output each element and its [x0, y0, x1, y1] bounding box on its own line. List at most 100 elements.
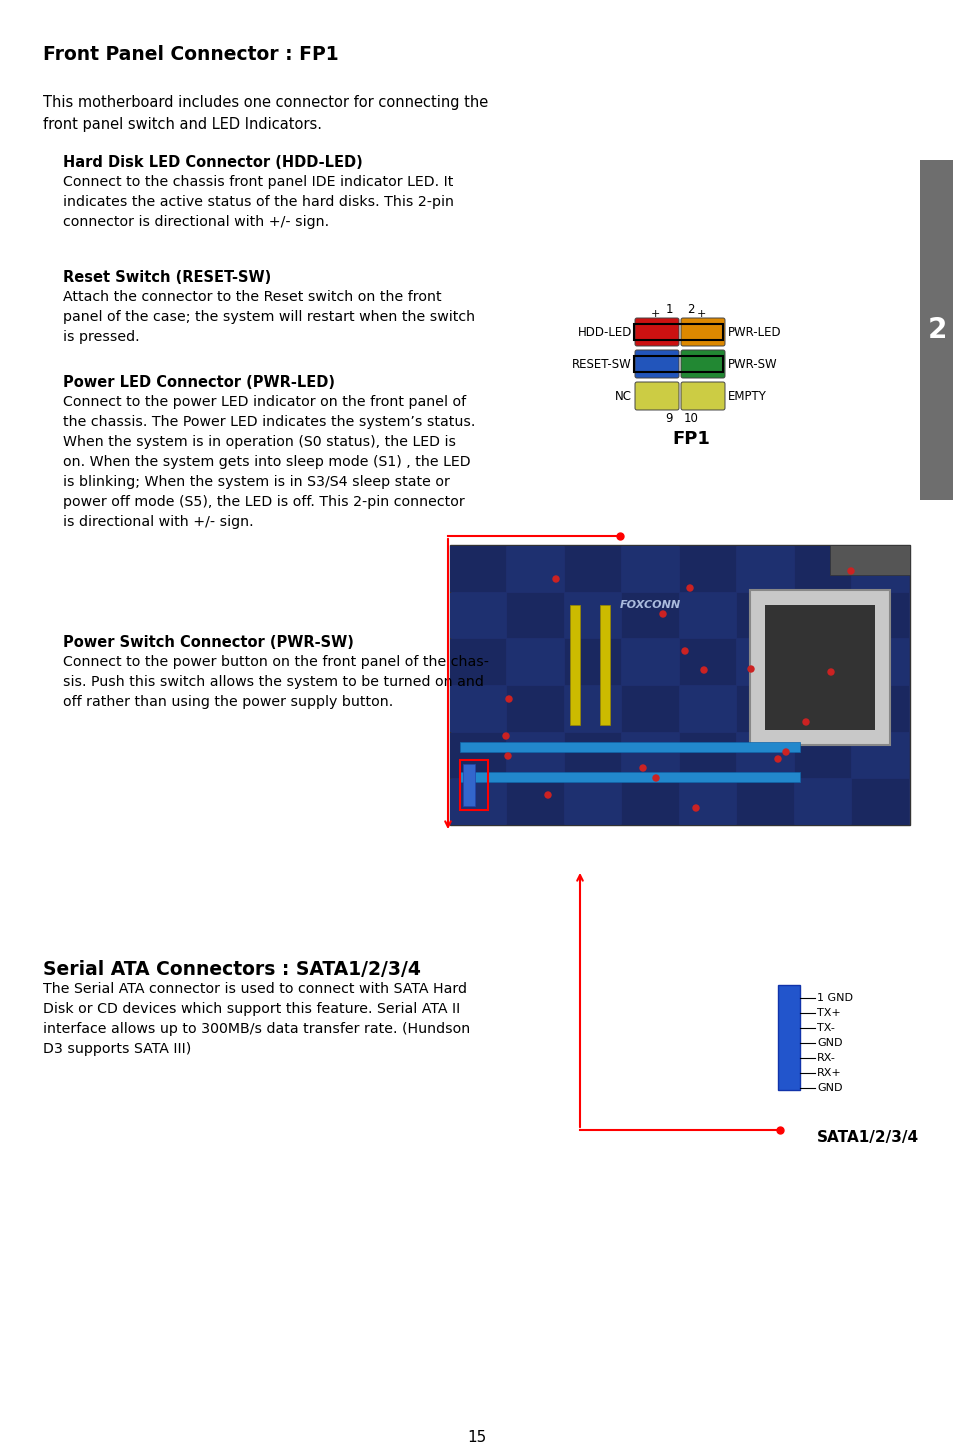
Text: FP1: FP1: [671, 430, 709, 449]
Bar: [622, 592, 679, 639]
Text: Reset Switch (RESET-SW): Reset Switch (RESET-SW): [63, 270, 271, 285]
Circle shape: [544, 791, 551, 799]
Text: SATA1/2/3/4: SATA1/2/3/4: [816, 1130, 918, 1146]
Bar: [507, 639, 563, 685]
Circle shape: [553, 576, 558, 582]
Circle shape: [659, 611, 665, 617]
Bar: [564, 733, 620, 778]
Bar: [569, 605, 579, 725]
Text: +: +: [650, 309, 659, 319]
Bar: [737, 592, 793, 639]
Bar: [564, 592, 620, 639]
Bar: [622, 639, 679, 685]
Text: Front Panel Connector : FP1: Front Panel Connector : FP1: [43, 45, 338, 64]
Circle shape: [692, 804, 699, 812]
Bar: [462, 764, 475, 806]
Text: 2: 2: [926, 317, 945, 344]
Text: FOXCONN: FOXCONN: [618, 600, 679, 610]
Bar: [794, 639, 851, 685]
Circle shape: [505, 696, 512, 701]
Text: 10: 10: [683, 412, 698, 425]
Text: TX+: TX+: [816, 1008, 840, 1018]
Bar: [852, 733, 908, 778]
Bar: [679, 546, 736, 591]
Bar: [852, 685, 908, 732]
Bar: [459, 742, 800, 752]
Circle shape: [681, 648, 687, 653]
Bar: [852, 639, 908, 685]
Text: RESET-SW: RESET-SW: [572, 357, 631, 370]
Text: PWR-SW: PWR-SW: [727, 357, 777, 370]
Bar: [778, 984, 800, 1090]
Bar: [507, 546, 563, 591]
Bar: [852, 546, 908, 591]
Bar: [679, 733, 736, 778]
Text: TX-: TX-: [816, 1024, 834, 1032]
Bar: [634, 356, 722, 372]
Bar: [679, 780, 736, 825]
Circle shape: [747, 666, 753, 672]
Bar: [794, 592, 851, 639]
Bar: [564, 639, 620, 685]
Text: Serial ATA Connectors : SATA1/2/3/4: Serial ATA Connectors : SATA1/2/3/4: [43, 960, 420, 979]
Bar: [737, 733, 793, 778]
Bar: [459, 772, 800, 783]
Bar: [737, 780, 793, 825]
Text: Connect to the chassis front panel IDE indicator LED. It
indicates the active st: Connect to the chassis front panel IDE i…: [63, 176, 454, 229]
Bar: [459, 759, 488, 810]
Bar: [737, 639, 793, 685]
Bar: [622, 733, 679, 778]
Circle shape: [827, 669, 833, 675]
Text: Power LED Connector (PWR-LED): Power LED Connector (PWR-LED): [63, 375, 335, 391]
Text: -: -: [652, 346, 657, 359]
Bar: [622, 780, 679, 825]
Circle shape: [700, 666, 706, 672]
Bar: [737, 685, 793, 732]
Text: HDD-LED: HDD-LED: [577, 325, 631, 338]
Bar: [507, 592, 563, 639]
Bar: [450, 592, 506, 639]
Text: 2: 2: [686, 303, 694, 317]
Bar: [794, 780, 851, 825]
Circle shape: [652, 775, 659, 781]
Bar: [794, 546, 851, 591]
Bar: [450, 544, 909, 825]
Bar: [507, 685, 563, 732]
FancyBboxPatch shape: [635, 318, 679, 346]
Bar: [622, 685, 679, 732]
Text: -: -: [698, 346, 702, 359]
Circle shape: [774, 756, 781, 762]
Text: Connect to the power button on the front panel of the chas-
sis. Push this switc: Connect to the power button on the front…: [63, 655, 489, 709]
Bar: [450, 639, 506, 685]
FancyBboxPatch shape: [680, 318, 724, 346]
Bar: [564, 780, 620, 825]
Text: 9: 9: [664, 412, 672, 425]
Text: GND: GND: [816, 1083, 841, 1093]
FancyBboxPatch shape: [635, 350, 679, 378]
Text: Connect to the power LED indicator on the front panel of
the chassis. The Power : Connect to the power LED indicator on th…: [63, 395, 475, 530]
Text: PWR-LED: PWR-LED: [727, 325, 781, 338]
Text: 1 GND: 1 GND: [816, 993, 852, 1003]
Bar: [564, 685, 620, 732]
Bar: [737, 546, 793, 591]
Circle shape: [802, 719, 808, 725]
Bar: [450, 733, 506, 778]
Bar: [507, 733, 563, 778]
Bar: [622, 546, 679, 591]
Bar: [794, 733, 851, 778]
Text: 1: 1: [664, 303, 672, 317]
Bar: [564, 546, 620, 591]
Circle shape: [639, 765, 645, 771]
Text: EMPTY: EMPTY: [727, 389, 766, 402]
Circle shape: [686, 585, 692, 591]
Text: +: +: [696, 309, 705, 319]
Text: This motherboard includes one connector for connecting the
front panel switch an: This motherboard includes one connector …: [43, 94, 488, 132]
Bar: [450, 780, 506, 825]
Text: Hard Disk LED Connector (HDD-LED): Hard Disk LED Connector (HDD-LED): [63, 155, 362, 170]
FancyBboxPatch shape: [680, 350, 724, 378]
Bar: [749, 590, 889, 745]
Circle shape: [502, 733, 509, 739]
Bar: [679, 685, 736, 732]
Bar: [829, 544, 909, 575]
Bar: [919, 160, 953, 499]
